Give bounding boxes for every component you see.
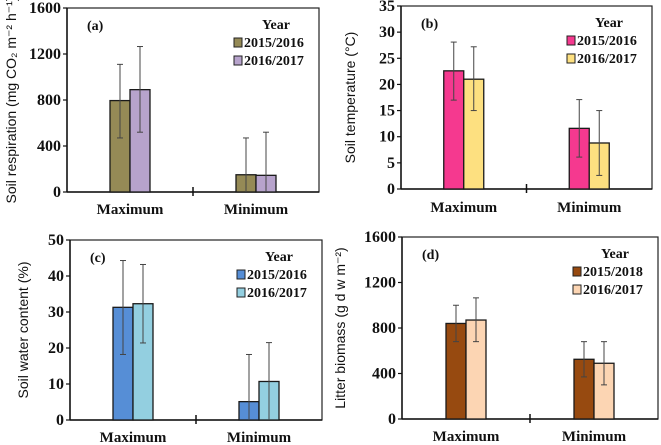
panel-label: (d) <box>422 248 439 263</box>
x-tick-label: Minimum <box>562 429 627 445</box>
panel-label: (c) <box>90 251 106 266</box>
legend-swatch <box>572 266 582 277</box>
panel-label: (a) <box>87 19 104 34</box>
legend-swatch <box>233 37 243 48</box>
y-tick-label: 1200 <box>29 46 61 63</box>
y-tick-label: 30 <box>379 24 395 41</box>
y-tick-label: 50 <box>48 232 64 249</box>
legend-entry: 2016/2017 <box>583 283 643 298</box>
legend-title: Year <box>595 16 623 31</box>
legend-title: Year <box>262 18 290 33</box>
y-tick-label: 35 <box>379 0 395 15</box>
legend-entry: 2015/2016 <box>577 34 637 49</box>
y-axis-label: Soil respiration (mg CO₂ m⁻² h⁻¹) <box>3 0 19 203</box>
x-tick-label: Maximum <box>433 429 500 445</box>
y-tick-label: 400 <box>372 366 396 383</box>
x-tick-label: Minimum <box>557 200 622 216</box>
legend-swatch <box>236 269 246 280</box>
y-tick-label: 10 <box>48 376 64 393</box>
plot-frame <box>69 239 323 421</box>
legend-swatch <box>572 284 582 295</box>
x-tick-label: Maximum <box>430 200 497 216</box>
x-tick-label: Maximum <box>97 202 164 218</box>
y-tick-label: 0 <box>53 184 61 201</box>
legend: Year 2015/2016 2016/2017 <box>566 16 637 67</box>
legend: Year 2015/2018 2016/2017 <box>572 247 643 298</box>
y-tick-label: 5 <box>387 155 395 172</box>
legend: Year 2015/2016 2016/2017 <box>236 250 307 301</box>
legend-swatch <box>233 55 243 66</box>
panel-a: 0 400 800 1200 1600 Soil respiration (mg CO₂ … <box>3 0 320 218</box>
y-tick-label: 15 <box>379 103 395 120</box>
x-tick-label: Minimum <box>227 430 292 445</box>
y-tick-label: 1200 <box>364 275 396 292</box>
y-tick-label: 20 <box>48 340 64 357</box>
y-tick-label: 20 <box>379 76 395 93</box>
legend: Year 2015/2016 2016/2017 <box>233 18 304 69</box>
y-tick-label: 40 <box>48 268 64 285</box>
y-tick-label: 0 <box>387 181 395 198</box>
y-tick-label: 10 <box>379 129 395 146</box>
y-tick-label: 400 <box>37 138 61 155</box>
panel-c: 0 10 20 30 40 50 Soil water content (%) (c) Maxi… <box>15 232 323 445</box>
y-tick-label: 800 <box>37 92 61 109</box>
legend-entry: 2016/2017 <box>244 54 304 69</box>
legend-swatch <box>566 35 576 46</box>
legend-swatch <box>566 53 576 64</box>
y-tick-label: 25 <box>379 50 395 67</box>
legend-entry: 2015/2018 <box>583 265 643 280</box>
y-axis-label: Soil temperature (°C) <box>342 32 358 164</box>
legend-title: Year <box>265 250 293 265</box>
x-tick-label: Minimum <box>224 202 289 218</box>
panel-label: (b) <box>421 17 438 32</box>
y-tick-label: 1600 <box>29 0 61 17</box>
y-tick-label: 0 <box>388 411 396 428</box>
y-tick-label: 1600 <box>364 229 396 246</box>
y-tick-label: 0 <box>56 412 64 429</box>
panel-d: 0 400 800 1200 1600 Litter biomass (g d w m⁻²… <box>332 229 659 445</box>
panel-b: 0 5 10 15 20 25 30 35 Soil temperature (°C) (b) Ma… <box>342 0 653 216</box>
y-axis-label: Litter biomass (g d w m⁻²) <box>332 247 348 408</box>
legend-swatch <box>236 287 246 298</box>
y-tick-label: 800 <box>372 320 396 337</box>
legend-entry: 2016/2017 <box>577 52 637 67</box>
y-axis-label: Soil water content (%) <box>15 262 31 399</box>
y-tick-label: 30 <box>48 304 64 321</box>
legend-entry: 2015/2016 <box>247 268 307 283</box>
legend-title: Year <box>601 247 629 262</box>
x-tick-label: Maximum <box>100 430 167 445</box>
legend-entry: 2016/2017 <box>247 286 307 301</box>
legend-entry: 2015/2016 <box>244 36 304 51</box>
